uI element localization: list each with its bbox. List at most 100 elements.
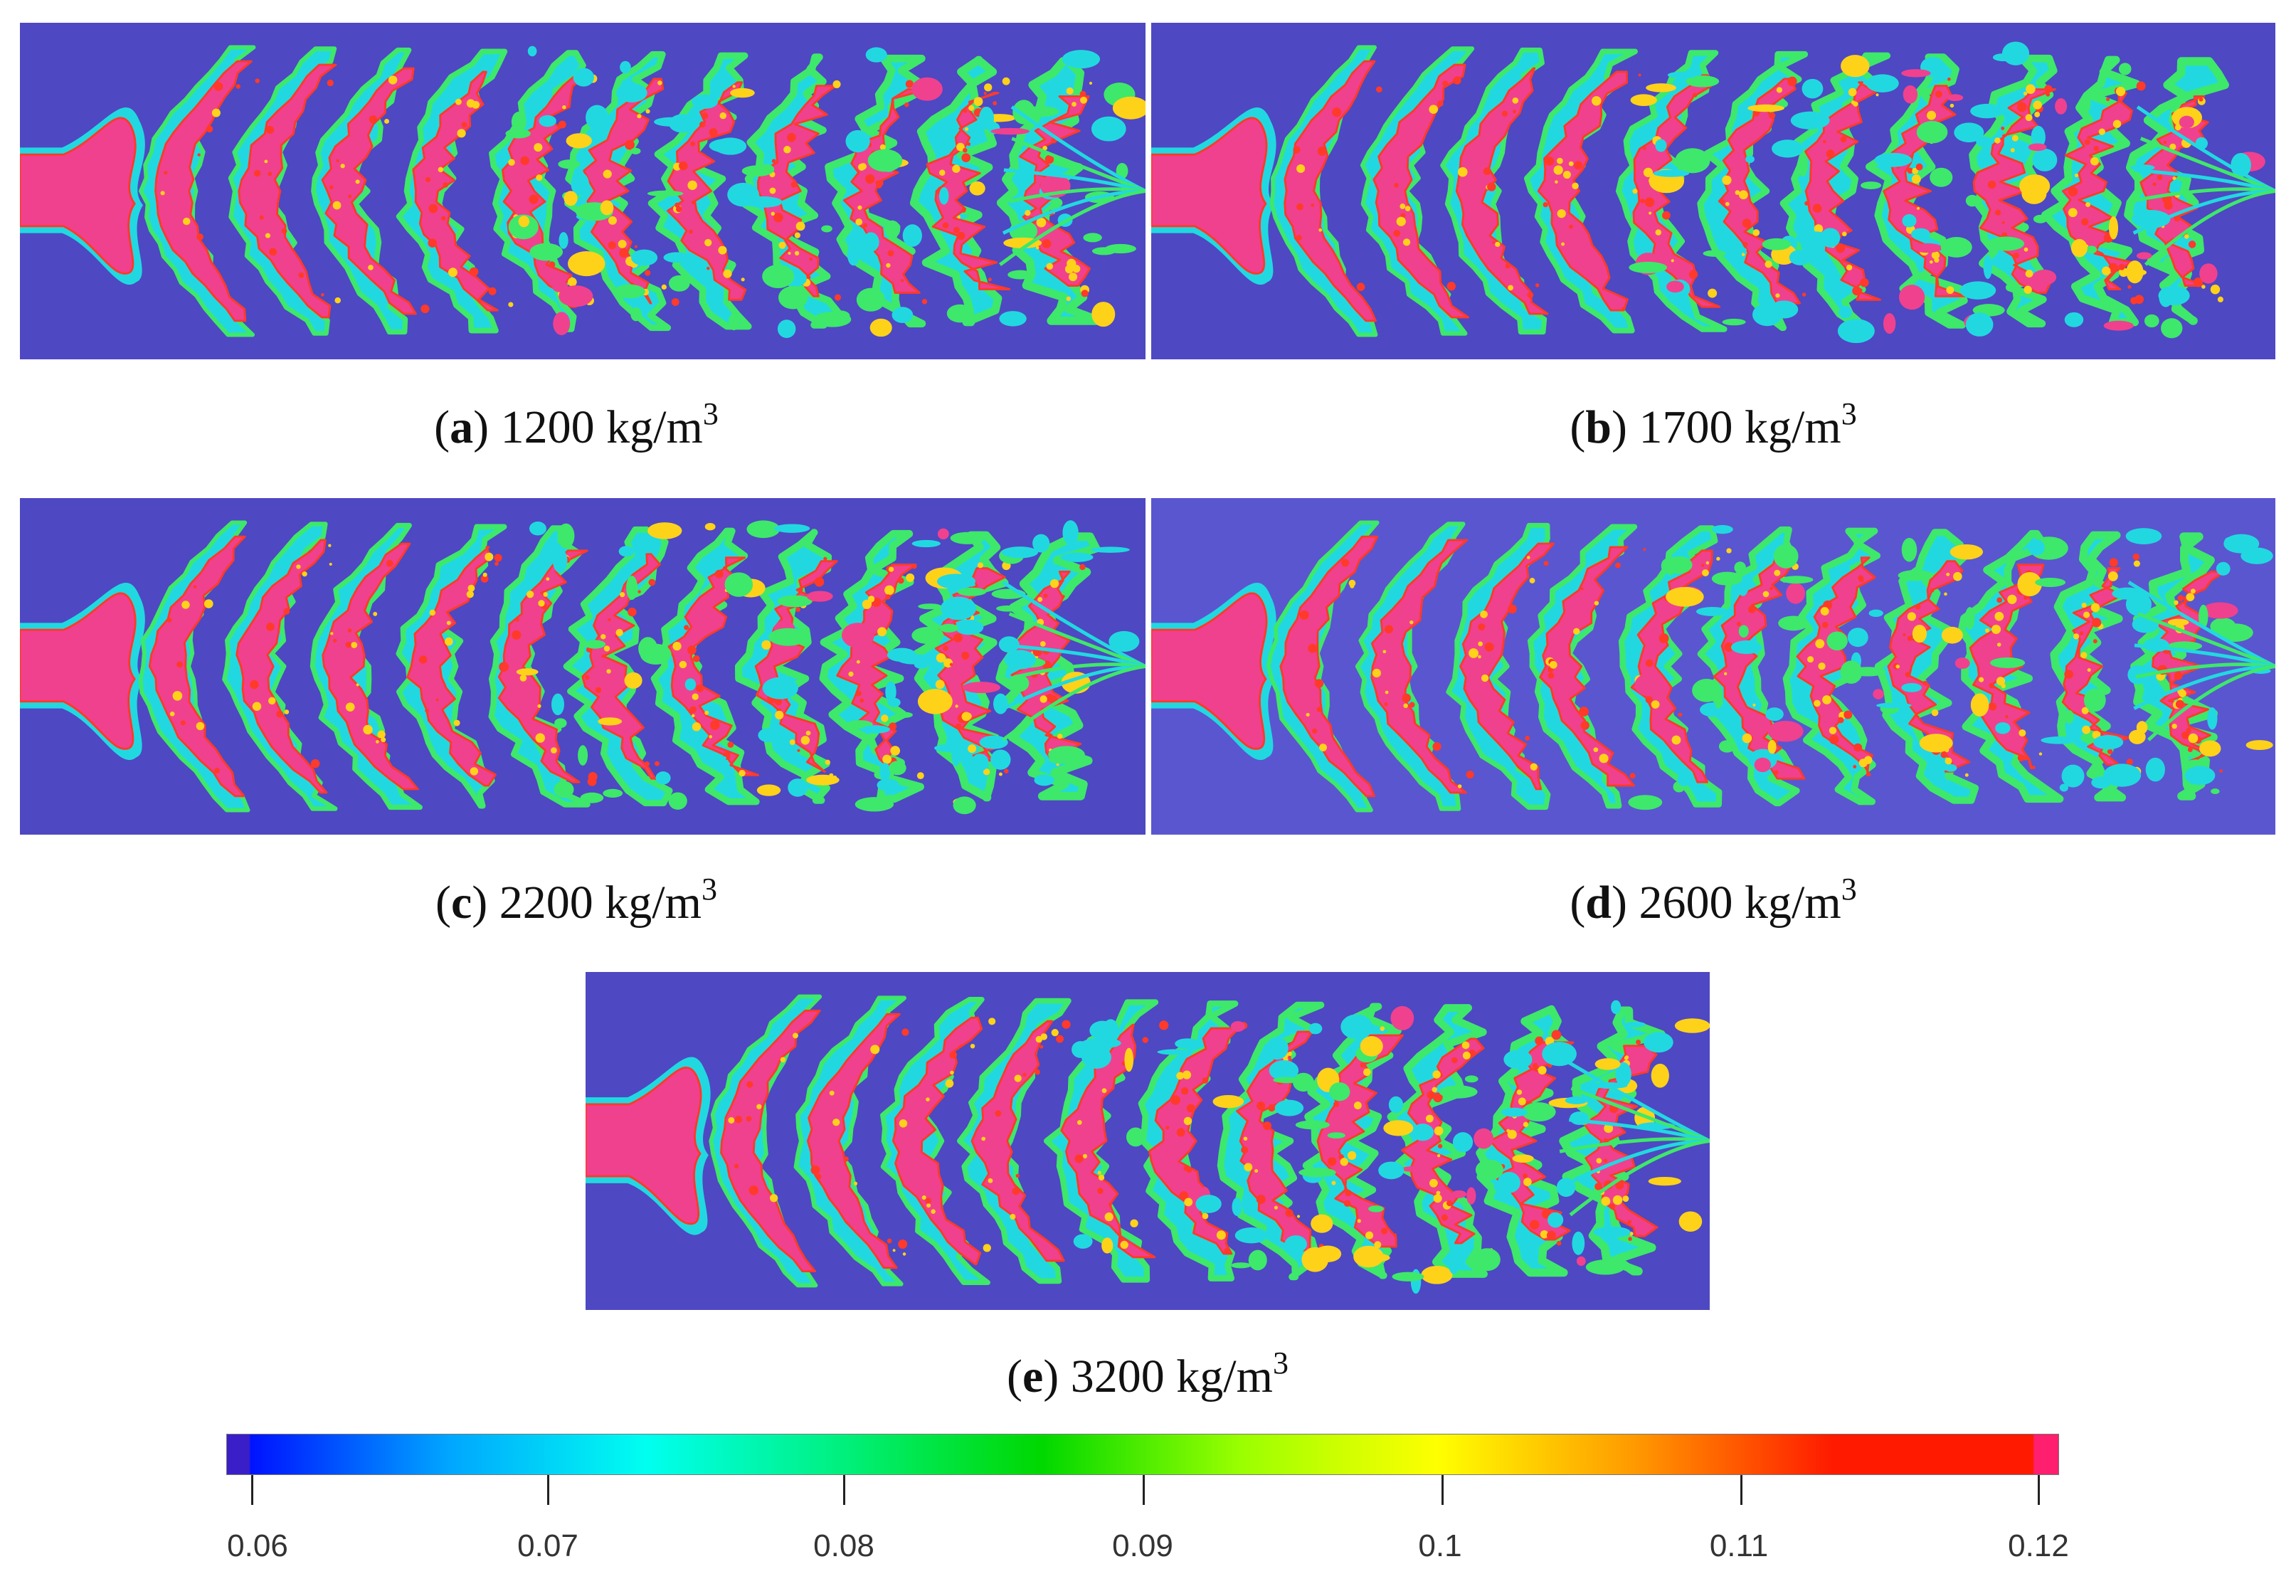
turbulent-fragment — [1353, 1245, 1384, 1268]
speckle — [963, 147, 968, 153]
speckle — [794, 250, 800, 256]
caption-e: (e) 3200 kg/m3 — [1007, 1346, 1289, 1402]
speckle — [1996, 643, 2001, 647]
speckle — [1202, 1077, 1209, 1084]
speckle — [1082, 1153, 1088, 1159]
inlet-jet-core — [20, 592, 137, 750]
speckle — [568, 278, 577, 287]
speckle — [332, 201, 342, 210]
speckle — [961, 208, 966, 213]
colorbar-tick — [251, 1475, 253, 1505]
turbulent-fragment — [950, 532, 985, 544]
flow-band-core — [1060, 1023, 1156, 1259]
speckle — [687, 645, 697, 655]
speckle — [1548, 672, 1555, 679]
speckle — [470, 767, 479, 776]
speckle — [166, 618, 172, 623]
turbulent-fragment — [638, 637, 658, 660]
flow-band-core — [1796, 556, 1876, 776]
turbulent-fragment — [788, 778, 808, 797]
speckle — [1776, 87, 1783, 93]
speckle — [1293, 146, 1301, 154]
speckle — [2110, 559, 2115, 564]
speckle — [2115, 86, 2126, 97]
speckle — [1540, 1230, 1549, 1239]
turbulent-fragment — [877, 778, 899, 792]
speckle — [2087, 668, 2091, 672]
speckle — [911, 564, 917, 569]
turbulent-fragment — [914, 660, 929, 669]
turbulent-fragment — [842, 623, 874, 648]
speckle — [1527, 292, 1534, 298]
turbulent-fragment — [668, 792, 687, 810]
turbulent-fragment — [869, 318, 892, 337]
speckle — [1929, 260, 1933, 264]
turbulent-fragment — [746, 520, 781, 539]
turbulent-fragment — [1521, 1102, 1556, 1122]
speckle — [1432, 1070, 1441, 1079]
turbulent-fragment — [2161, 318, 2183, 339]
inlet-jet-core — [1151, 592, 1268, 750]
speckle — [1429, 1178, 1438, 1188]
turbulent-fragment — [1762, 238, 1792, 250]
speckle — [1572, 628, 1580, 635]
speckle — [732, 85, 736, 88]
turbulent-fragment — [2061, 764, 2085, 788]
speckle — [814, 577, 825, 587]
turbulent-fragment — [2103, 763, 2142, 787]
speckle — [1263, 1121, 1272, 1131]
speckle — [1512, 97, 1519, 104]
speckle — [2090, 157, 2099, 166]
turbulent-fragment — [2179, 115, 2194, 129]
speckle — [515, 617, 519, 622]
speckle — [1183, 1116, 1192, 1126]
speckle — [1311, 204, 1315, 207]
speckle — [864, 174, 875, 184]
speckle — [1840, 136, 1847, 143]
turbulent-fragment — [2118, 63, 2132, 75]
speckle — [1915, 163, 1923, 171]
speckle — [787, 132, 796, 142]
turbulent-fragment — [568, 251, 605, 277]
speckle — [718, 245, 727, 255]
turbulent-fragment — [1959, 281, 1996, 300]
turbulent-fragment — [518, 216, 530, 228]
speckle — [601, 634, 606, 640]
speckle — [696, 685, 704, 692]
turbulent-fragment — [1421, 1265, 1453, 1284]
speckle — [1953, 571, 1962, 581]
turbulent-fragment — [1898, 570, 1934, 581]
speckle — [2193, 278, 2204, 287]
speckle — [953, 633, 963, 643]
speckle — [1543, 201, 1548, 208]
turbulent-fragment — [756, 784, 781, 796]
speckle — [1645, 696, 1653, 704]
outlet-streak — [2144, 189, 2275, 266]
contour-plot-e — [586, 994, 1710, 1294]
speckle — [2001, 126, 2005, 130]
speckle — [2093, 145, 2099, 152]
turbulent-fragment — [1448, 1254, 1460, 1274]
speckle — [1945, 757, 1952, 765]
speckle — [2174, 215, 2181, 222]
speckle — [983, 91, 987, 95]
turbulent-fragment — [1954, 657, 1970, 670]
speckle — [1742, 218, 1752, 228]
outlet-streak — [1002, 665, 1146, 710]
speckle — [529, 194, 539, 204]
speckle — [1989, 682, 1994, 689]
speckle — [334, 297, 341, 304]
turbulent-fragment — [1001, 546, 1039, 559]
speckle — [862, 223, 868, 228]
turbulent-fragment — [1734, 561, 1747, 574]
speckle — [1688, 270, 1698, 279]
turbulent-fragment — [692, 94, 719, 109]
speckle — [684, 625, 689, 630]
speckle — [2175, 699, 2184, 709]
speckle — [1604, 1124, 1614, 1133]
speckle — [2188, 733, 2199, 744]
speckle — [952, 164, 961, 173]
turbulent-fragment — [862, 232, 879, 252]
speckle — [1062, 1020, 1071, 1029]
speckle — [870, 1045, 880, 1055]
